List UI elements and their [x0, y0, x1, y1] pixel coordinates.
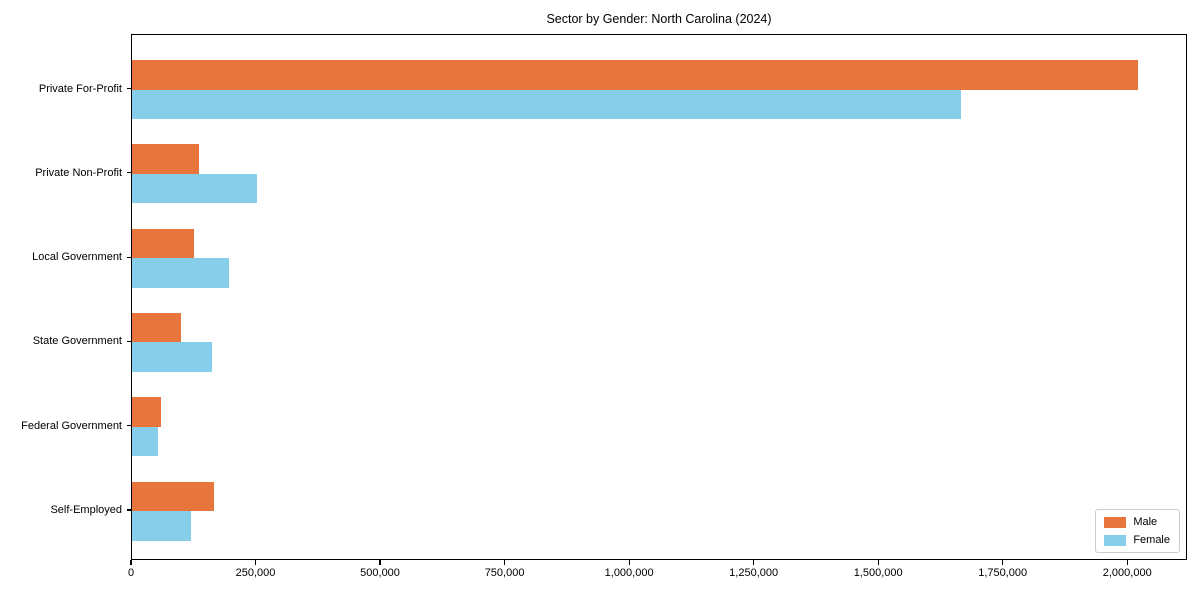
x-tick-mark [503, 560, 506, 565]
bar-male-3 [132, 312, 181, 343]
x-tick-label: 0 [127, 567, 135, 579]
legend: Male Female [1095, 509, 1180, 553]
legend-label: Female [1133, 534, 1170, 546]
x-tick-label: 1,000,000 [604, 567, 654, 579]
bar-male-5 [132, 481, 215, 511]
x-tick-mark [254, 560, 257, 565]
bar-female-0 [132, 89, 962, 119]
bar-female-5 [132, 511, 192, 541]
x-tick-label: 500,000 [360, 567, 400, 579]
y-tick-mark [126, 172, 131, 174]
legend-swatch-male [1104, 516, 1127, 528]
chart-title: Sector by Gender: North Carolina (2024) [546, 12, 772, 26]
x-tick-label: 750,000 [484, 567, 525, 579]
x-tick-mark [753, 560, 755, 565]
legend-swatch-female [1104, 534, 1127, 546]
x-tick-mark [130, 560, 132, 565]
x-tick-mark [1126, 560, 1128, 565]
x-tick-label: 1,750,000 [978, 567, 1028, 579]
y-tick-label: Private Non-Profit [35, 166, 122, 179]
x-tick-mark [379, 560, 381, 565]
legend-label: Male [1133, 516, 1158, 528]
x-tick-label: 1,250,000 [729, 567, 779, 579]
y-tick-label: Self-Employed [50, 504, 122, 516]
y-tick-mark [126, 509, 131, 511]
bar-female-4 [132, 426, 158, 457]
y-tick-label: Local Government [32, 251, 122, 264]
y-tick-label: State Government [32, 335, 122, 348]
y-tick-mark [126, 340, 131, 342]
bar-female-3 [132, 342, 213, 372]
bar-male-1 [132, 144, 200, 174]
legend-item-female: Female [1104, 534, 1170, 546]
plot-area: Male Female [131, 34, 1187, 560]
y-tick-label: Federal Government [21, 419, 122, 432]
x-tick-mark [628, 560, 630, 565]
x-tick-label: 2,000,000 [1102, 567, 1152, 579]
bar-male-0 [132, 60, 1139, 90]
x-tick-label: 1,500,000 [853, 567, 903, 579]
bar-male-4 [132, 397, 161, 427]
x-tick-mark [877, 560, 879, 565]
x-tick-mark [1002, 560, 1004, 565]
x-tick-label: 250,000 [235, 567, 276, 579]
y-tick-label: Private For-Profit [38, 82, 122, 95]
bar-female-2 [132, 258, 230, 288]
y-tick-mark [126, 256, 131, 258]
bar-female-1 [132, 173, 258, 204]
legend-item-male: Male [1104, 516, 1170, 528]
y-tick-mark [126, 87, 131, 90]
bar-male-2 [132, 228, 195, 259]
y-tick-mark [126, 425, 131, 427]
